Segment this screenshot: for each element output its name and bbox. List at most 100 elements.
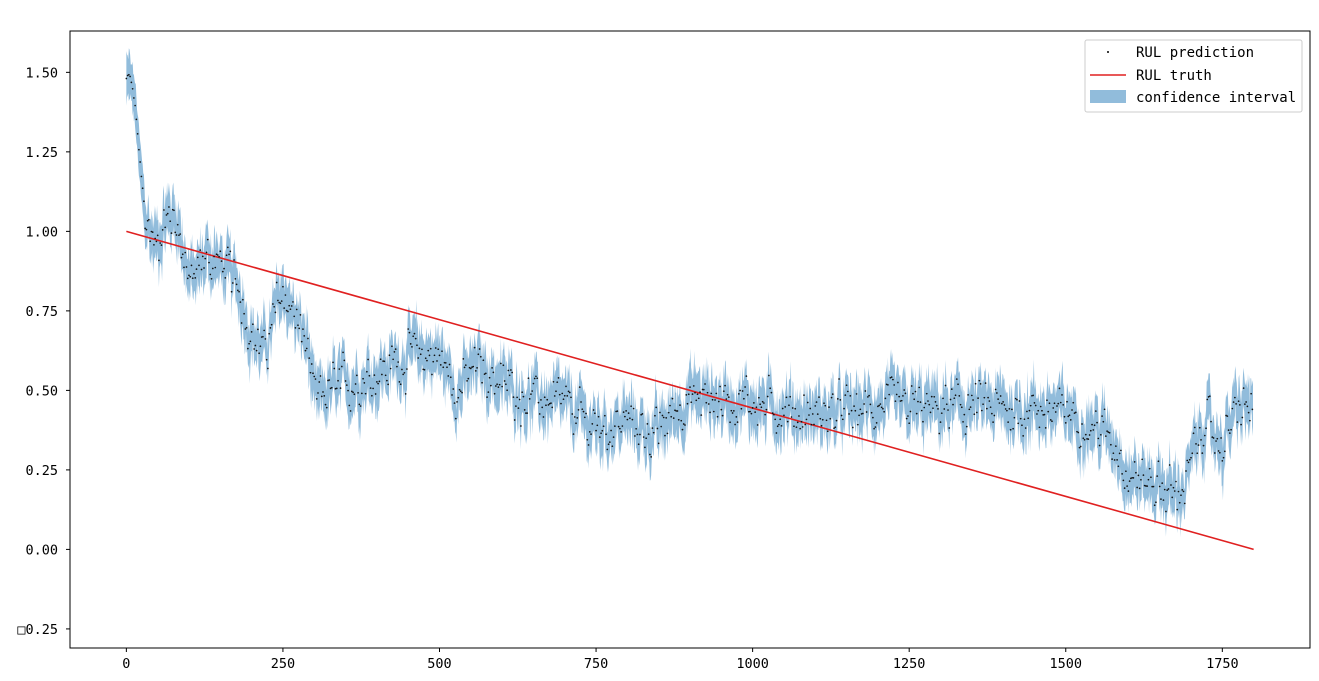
prediction-point: [1118, 452, 1121, 455]
prediction-point: [502, 364, 505, 367]
prediction-point: [922, 420, 924, 423]
prediction-point: [1004, 408, 1007, 410]
prediction-point: [652, 431, 655, 434]
prediction-point: [945, 403, 948, 406]
prediction-point: [510, 369, 512, 371]
prediction-point: [1101, 415, 1103, 417]
prediction-point: [959, 403, 962, 406]
prediction-point: [681, 428, 684, 431]
prediction-point: [580, 401, 582, 403]
prediction-point: [1237, 400, 1240, 403]
prediction-point: [833, 427, 835, 430]
prediction-point: [540, 399, 542, 401]
prediction-point: [591, 423, 594, 425]
prediction-point: [170, 232, 173, 234]
prediction-point: [830, 396, 833, 399]
legend-frame: [1084, 39, 1303, 113]
prediction-point: [934, 401, 937, 403]
legend-truth-label: RUL truth: [1136, 68, 1212, 84]
prediction-point: [189, 275, 192, 278]
prediction-point: [478, 348, 481, 350]
prediction-point: [940, 412, 943, 415]
prediction-point: [1067, 415, 1070, 418]
prediction-point: [491, 367, 493, 369]
prediction-point: [677, 418, 680, 421]
prediction-point: [856, 423, 859, 426]
prediction-point: [238, 290, 240, 293]
prediction-point: [963, 413, 966, 416]
prediction-point: [243, 312, 245, 315]
prediction-point: [627, 412, 630, 414]
prediction-point: [748, 410, 750, 413]
prediction-point: [824, 404, 827, 407]
prediction-point: [357, 391, 359, 394]
prediction-point: [525, 412, 527, 414]
prediction-point: [965, 425, 968, 428]
prediction-point: [972, 399, 974, 401]
prediction-point: [612, 436, 615, 438]
prediction-point: [383, 360, 386, 363]
prediction-point: [778, 423, 780, 426]
prediction-point: [377, 382, 379, 385]
prediction-point: [786, 420, 789, 423]
prediction-point: [543, 396, 546, 399]
prediction-point: [727, 396, 730, 398]
legend-prediction-marker: [1107, 51, 1109, 53]
prediction-point: [1044, 427, 1047, 429]
prediction-point: [176, 223, 179, 226]
prediction-point: [403, 371, 406, 374]
prediction-point: [1239, 404, 1241, 406]
prediction-point: [1021, 424, 1023, 427]
prediction-point: [249, 340, 252, 343]
prediction-point: [610, 429, 612, 432]
prediction-point: [810, 423, 813, 426]
prediction-point: [378, 380, 381, 383]
prediction-point: [374, 393, 377, 395]
prediction-point: [565, 385, 567, 388]
prediction-point: [213, 255, 215, 258]
prediction-point: [1063, 415, 1066, 418]
prediction-point: [386, 379, 388, 382]
prediction-point: [570, 396, 572, 399]
prediction-point: [1222, 456, 1225, 459]
prediction-point: [1133, 461, 1136, 463]
prediction-point: [982, 403, 984, 406]
truth-line: [126, 230, 1254, 551]
prediction-point: [180, 256, 183, 259]
prediction-point: [943, 408, 946, 410]
prediction-point: [924, 402, 927, 405]
prediction-point: [1066, 400, 1068, 403]
prediction-point: [707, 403, 710, 405]
prediction-point: [952, 403, 954, 406]
prediction-point: [1223, 450, 1226, 453]
prediction-point: [284, 294, 287, 296]
prediction-point: [726, 393, 729, 396]
prediction-point: [515, 405, 517, 407]
prediction-point: [290, 305, 293, 307]
prediction-point: [1053, 402, 1056, 405]
prediction-point: [317, 392, 319, 394]
prediction-point: [447, 375, 450, 377]
prediction-point: [369, 387, 372, 389]
prediction-point: [389, 367, 392, 370]
prediction-point: [404, 392, 407, 395]
prediction-point: [780, 424, 783, 427]
prediction-point: [791, 407, 794, 409]
prediction-point: [546, 398, 549, 401]
prediction-point: [927, 400, 929, 402]
prediction-point: [1029, 404, 1032, 407]
prediction-point: [487, 391, 490, 393]
prediction-point: [851, 426, 854, 429]
prediction-point: [1034, 404, 1037, 407]
prediction-point: [186, 277, 189, 280]
prediction-point: [498, 383, 501, 386]
prediction-point: [181, 253, 184, 256]
prediction-point: [542, 416, 545, 418]
prediction-point: [644, 446, 646, 449]
prediction-point: [188, 274, 190, 277]
prediction-point: [1208, 395, 1211, 398]
prediction-point: [530, 393, 532, 395]
prediction-point: [161, 229, 164, 231]
prediction-point: [1227, 429, 1230, 431]
x-tick-label: 1250: [893, 656, 926, 672]
